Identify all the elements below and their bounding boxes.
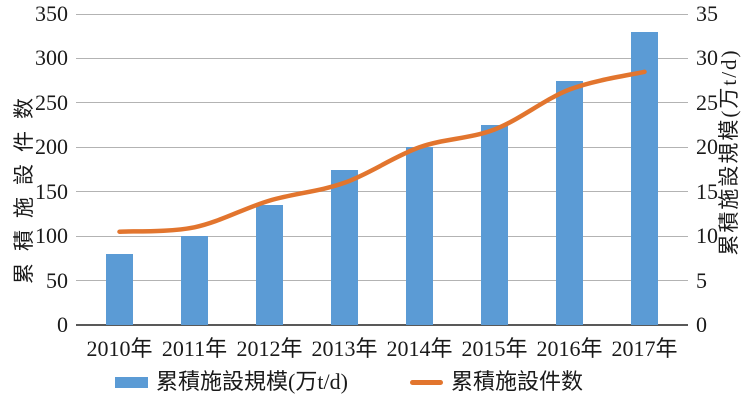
line-series-swatch-icon — [409, 379, 443, 385]
gridline — [76, 13, 688, 15]
x-tick-label: 2017年 — [611, 336, 678, 361]
bar — [331, 169, 358, 325]
y-tick-label-left: 150 — [35, 178, 68, 204]
gridline — [76, 57, 688, 59]
legend-label-line-series: 累積施設件数 — [450, 369, 583, 394]
y-tick-label-right: 0 — [696, 312, 707, 337]
y-tick-label-left: 0 — [57, 312, 68, 337]
y-tick-label-right: 15 — [696, 178, 718, 204]
y-tick-label-right: 35 — [696, 1, 718, 26]
line-series — [117, 69, 647, 234]
y-tick-label-right: 5 — [696, 267, 707, 293]
y-tick-label-left: 200 — [35, 134, 68, 160]
y-tick-label-left: 250 — [35, 89, 68, 115]
y-tick-label-left: 50 — [46, 267, 68, 293]
bar — [256, 205, 283, 325]
gridline — [76, 102, 688, 104]
bar — [631, 31, 658, 325]
bar — [406, 147, 433, 325]
x-tick-label: 2010年 — [86, 336, 153, 361]
x-tick-label: 2016年 — [536, 336, 603, 361]
bar-series-swatch-icon — [115, 376, 149, 388]
legend-label-bar-series: 累積施設規模(万t/d) — [156, 369, 348, 394]
x-tick-label: 2014年 — [386, 336, 453, 361]
legend-item-line-series: 累積施設件数 — [409, 369, 583, 394]
right-axis-title: 累積施設規模(万t/d) — [716, 48, 741, 256]
y-tick-label-left: 350 — [35, 1, 68, 26]
gridline — [76, 146, 688, 148]
x-axis-line — [76, 324, 688, 326]
y-tick-label-right: 25 — [696, 89, 718, 115]
y-tick-label-left: 100 — [35, 223, 68, 249]
y-tick-label-right: 30 — [696, 45, 718, 71]
gridline — [76, 280, 688, 282]
gridline — [76, 235, 688, 237]
y-tick-label-right: 10 — [696, 223, 718, 249]
y-tick-label-left: 300 — [35, 45, 68, 71]
bar — [481, 125, 508, 325]
x-tick-label: 2013年 — [311, 336, 378, 361]
bar — [181, 236, 208, 325]
x-tick-label: 2015年 — [461, 336, 528, 361]
x-tick-label: 2011年 — [161, 336, 228, 361]
legend: 累積施設規模(万t/d) 累積施設件数 — [0, 371, 724, 393]
x-tick-label: 2012年 — [236, 336, 303, 361]
gridline — [76, 191, 688, 193]
legend-item-bar-series: 累積施設規模(万t/d) — [115, 371, 348, 393]
line-series-path — [117, 69, 647, 234]
y-tick-label-right: 20 — [696, 134, 718, 160]
bar — [106, 253, 133, 325]
bar — [556, 80, 583, 325]
